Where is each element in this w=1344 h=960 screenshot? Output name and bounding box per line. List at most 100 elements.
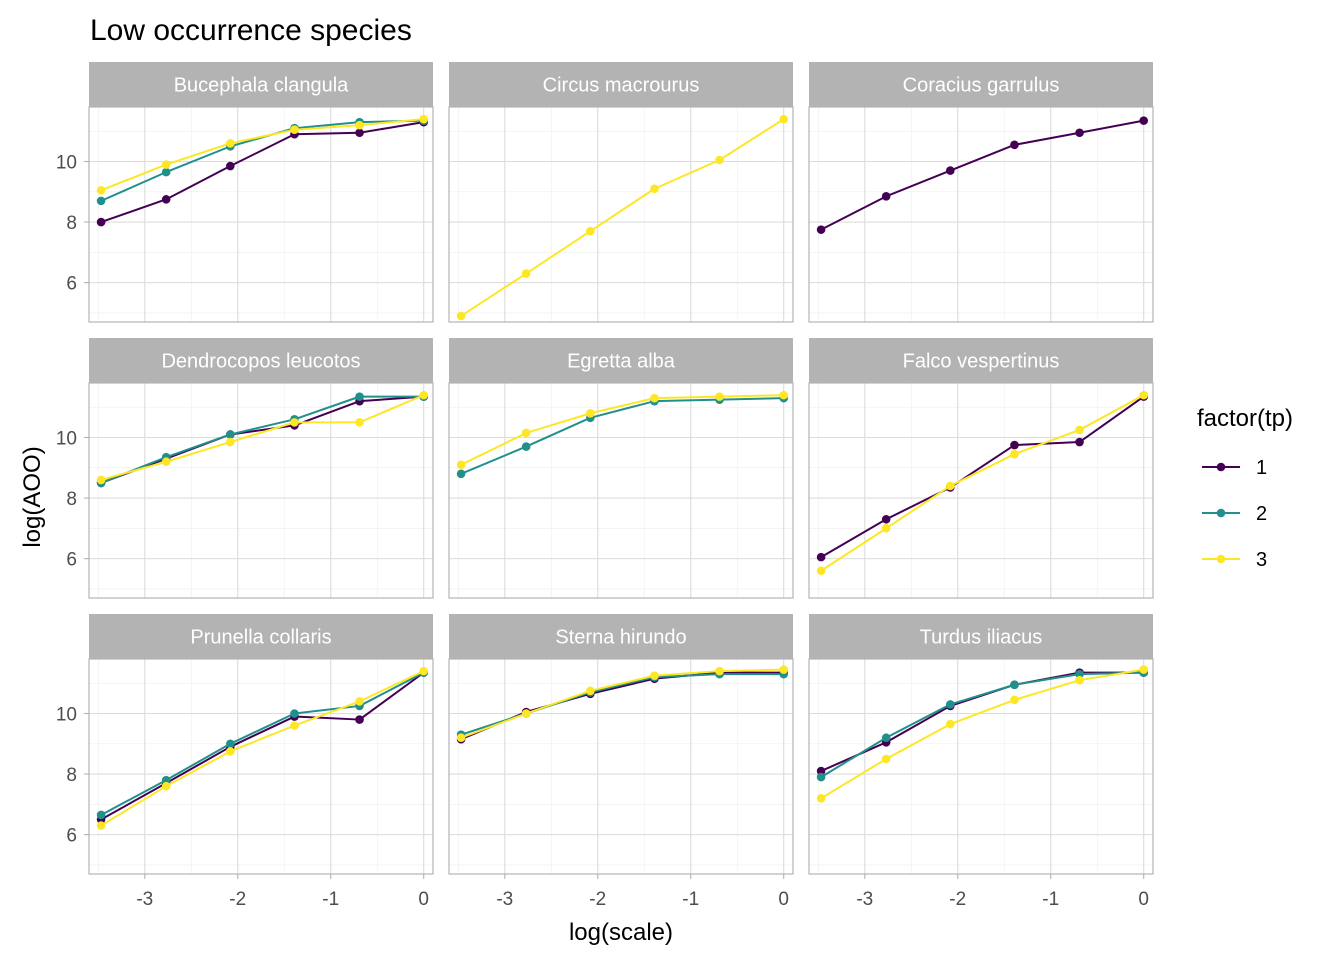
data-point-tp-1 <box>816 552 826 562</box>
data-point-tp-3 <box>650 184 659 194</box>
data-point-tp-3 <box>946 481 955 491</box>
data-point-tp-3 <box>1010 449 1019 459</box>
panel-border <box>808 658 1154 875</box>
data-point-tp-2 <box>161 167 171 177</box>
x-tick-label: 0 <box>418 889 429 910</box>
data-point-tp-3 <box>1010 695 1019 705</box>
facet-panel-coracius-garrulus: Coracius garrulus <box>808 62 1154 323</box>
data-point-tp-3 <box>946 719 955 729</box>
strip-background <box>89 62 433 107</box>
data-point-tp-3 <box>96 821 106 830</box>
data-point-tp-3 <box>226 437 235 447</box>
panel-border <box>88 658 434 875</box>
series-line-tp-3 <box>460 668 784 739</box>
data-point-tp-3 <box>96 185 106 195</box>
x-tick-label: -1 <box>1042 889 1059 910</box>
y-tick-label: 6 <box>66 826 77 847</box>
series-line-tp-3 <box>820 394 1145 572</box>
panel-border <box>448 106 794 323</box>
data-point-tp-2 <box>881 733 891 743</box>
data-point-tp-1 <box>355 128 364 138</box>
data-point-tp-3 <box>419 666 429 676</box>
legend-item-2: 2 <box>1202 503 1267 525</box>
data-point-tp-2 <box>1075 669 1084 679</box>
y-tick-label: 10 <box>56 429 77 450</box>
data-point-tp-3 <box>650 393 659 403</box>
data-point-tp-1 <box>1010 140 1019 150</box>
strip-background <box>809 338 1153 383</box>
data-point-tp-3 <box>650 671 659 680</box>
series-line-tp-3 <box>100 118 424 192</box>
data-point-tp-3 <box>456 311 466 321</box>
y-tick-label: 6 <box>66 274 77 295</box>
legend-key-point <box>1216 508 1226 518</box>
x-tick-label: 0 <box>1138 889 1149 910</box>
series-line-tp-1 <box>100 395 424 484</box>
data-point-tp-3 <box>290 125 299 135</box>
series-line-tp-1 <box>820 671 1144 772</box>
x-tick-label: -2 <box>949 889 966 910</box>
panel-border <box>88 382 434 599</box>
chart-title: Low occurrence species <box>90 14 412 47</box>
strip-label: Circus macrourus <box>543 75 700 97</box>
data-point-tp-2 <box>226 430 235 439</box>
strip-background <box>449 62 793 107</box>
strip-label: Dendrocopos leucotos <box>161 351 360 373</box>
strip-label: Coracius garrulus <box>903 75 1060 97</box>
panel-border <box>808 382 1154 599</box>
data-point-tp-3 <box>521 428 531 438</box>
data-point-tp-3 <box>521 269 531 278</box>
x-axis-title: log(scale) <box>569 919 673 946</box>
data-point-tp-3 <box>1075 675 1084 685</box>
data-point-tp-3 <box>816 566 826 576</box>
strip-background <box>809 62 1153 107</box>
legend-label: 2 <box>1256 503 1267 525</box>
data-point-tp-3 <box>161 781 171 791</box>
data-point-tp-3 <box>779 665 789 674</box>
data-point-tp-3 <box>161 457 171 467</box>
data-point-tp-2 <box>96 196 106 206</box>
y-tick-label: 6 <box>66 550 77 571</box>
data-point-tp-1 <box>161 195 171 204</box>
strip-label: Egretta alba <box>567 351 676 373</box>
data-point-tp-3 <box>161 160 171 169</box>
panel-border <box>808 106 1154 323</box>
data-point-tp-3 <box>881 754 891 764</box>
data-point-tp-3 <box>816 793 826 803</box>
data-point-tp-3 <box>96 475 106 485</box>
legend: factor(tp) 1 2 3 <box>1197 405 1293 571</box>
x-tick-label: -2 <box>589 889 606 910</box>
data-point-tp-3 <box>456 733 466 743</box>
series-line-tp-1 <box>820 119 1144 231</box>
facet-panel-turdus-iliacus: Turdus iliacus -3 -2 -1 0 <box>808 614 1154 910</box>
legend-label: 1 <box>1256 457 1267 479</box>
data-point-tp-1 <box>881 192 891 201</box>
data-point-tp-3 <box>226 747 235 756</box>
series-line-tp-3 <box>820 668 1144 800</box>
strip-background <box>89 614 433 659</box>
facet-panel-prunella-collaris: Prunella collaris 6 8 10 -3 -2 -1 0 <box>56 614 434 910</box>
x-tick-label: -3 <box>856 889 873 910</box>
strip-background <box>449 614 793 659</box>
data-point-tp-3 <box>1139 390 1149 400</box>
facet-panel-dendrocopos-leucotos: Dendrocopos leucotos 6 8 10 <box>56 338 434 599</box>
data-point-tp-1 <box>1010 440 1019 450</box>
data-point-tp-1 <box>96 217 106 227</box>
series-line-tp-2 <box>100 119 424 202</box>
data-point-tp-3 <box>715 155 724 165</box>
data-point-tp-1 <box>226 161 235 171</box>
data-point-tp-3 <box>779 114 789 124</box>
data-point-tp-3 <box>586 408 595 418</box>
x-tick-label: -3 <box>136 889 153 910</box>
series-line-tp-2 <box>100 671 425 816</box>
data-point-tp-1 <box>1075 437 1084 447</box>
legend-item-3: 3 <box>1202 549 1267 571</box>
strip-background <box>809 614 1153 659</box>
facet-panel-sterna-hirundo: Sterna hirundo -3 -2 -1 0 <box>448 614 794 910</box>
data-point-tp-3 <box>419 390 429 400</box>
x-tick-label: -1 <box>322 889 339 910</box>
series-line-tp-2 <box>820 671 1144 778</box>
facet-panel-egretta-alba: Egretta alba <box>448 338 794 599</box>
series-line-tp-3 <box>100 670 425 827</box>
data-point-tp-1 <box>1139 116 1149 125</box>
